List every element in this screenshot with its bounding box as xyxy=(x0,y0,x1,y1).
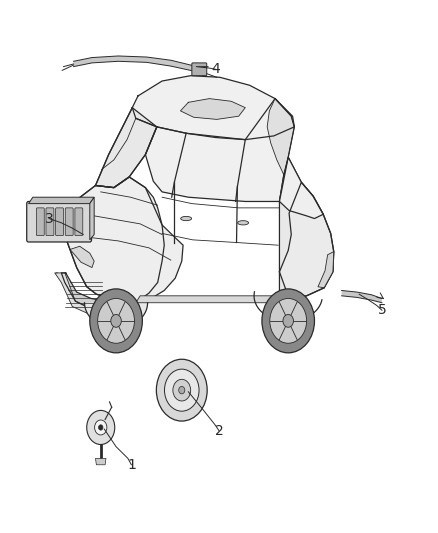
Circle shape xyxy=(270,298,307,343)
Polygon shape xyxy=(61,273,103,310)
Circle shape xyxy=(179,386,185,394)
Circle shape xyxy=(165,369,199,411)
Circle shape xyxy=(111,314,121,327)
Circle shape xyxy=(156,359,207,421)
Polygon shape xyxy=(279,182,334,298)
Polygon shape xyxy=(84,303,149,328)
Circle shape xyxy=(262,289,314,353)
Polygon shape xyxy=(95,108,157,188)
Circle shape xyxy=(99,425,103,430)
Polygon shape xyxy=(95,118,157,188)
Circle shape xyxy=(283,314,293,327)
Polygon shape xyxy=(90,197,94,240)
Polygon shape xyxy=(145,99,291,201)
Polygon shape xyxy=(276,157,334,303)
Polygon shape xyxy=(318,252,334,288)
Circle shape xyxy=(90,289,142,353)
Polygon shape xyxy=(342,290,382,303)
Circle shape xyxy=(87,410,115,445)
Ellipse shape xyxy=(238,221,249,225)
FancyBboxPatch shape xyxy=(192,63,207,76)
FancyBboxPatch shape xyxy=(65,208,73,236)
Text: 2: 2 xyxy=(215,424,223,438)
Circle shape xyxy=(98,298,134,343)
Polygon shape xyxy=(136,296,280,303)
Text: 1: 1 xyxy=(127,458,136,472)
Ellipse shape xyxy=(180,216,192,221)
FancyBboxPatch shape xyxy=(46,208,54,236)
Polygon shape xyxy=(65,177,183,303)
FancyBboxPatch shape xyxy=(75,208,83,236)
Text: 3: 3 xyxy=(45,212,53,225)
Polygon shape xyxy=(70,246,94,268)
Circle shape xyxy=(95,420,107,435)
FancyBboxPatch shape xyxy=(27,201,92,242)
Circle shape xyxy=(173,379,191,401)
Polygon shape xyxy=(267,99,294,175)
Polygon shape xyxy=(65,177,164,303)
FancyBboxPatch shape xyxy=(36,208,44,236)
Polygon shape xyxy=(180,99,245,119)
Polygon shape xyxy=(28,197,94,204)
Text: 4: 4 xyxy=(211,62,220,76)
Polygon shape xyxy=(74,56,205,76)
Polygon shape xyxy=(55,273,103,314)
Polygon shape xyxy=(95,458,106,465)
Text: 5: 5 xyxy=(378,303,386,317)
Polygon shape xyxy=(132,76,294,140)
Polygon shape xyxy=(279,157,323,219)
FancyBboxPatch shape xyxy=(56,208,64,236)
